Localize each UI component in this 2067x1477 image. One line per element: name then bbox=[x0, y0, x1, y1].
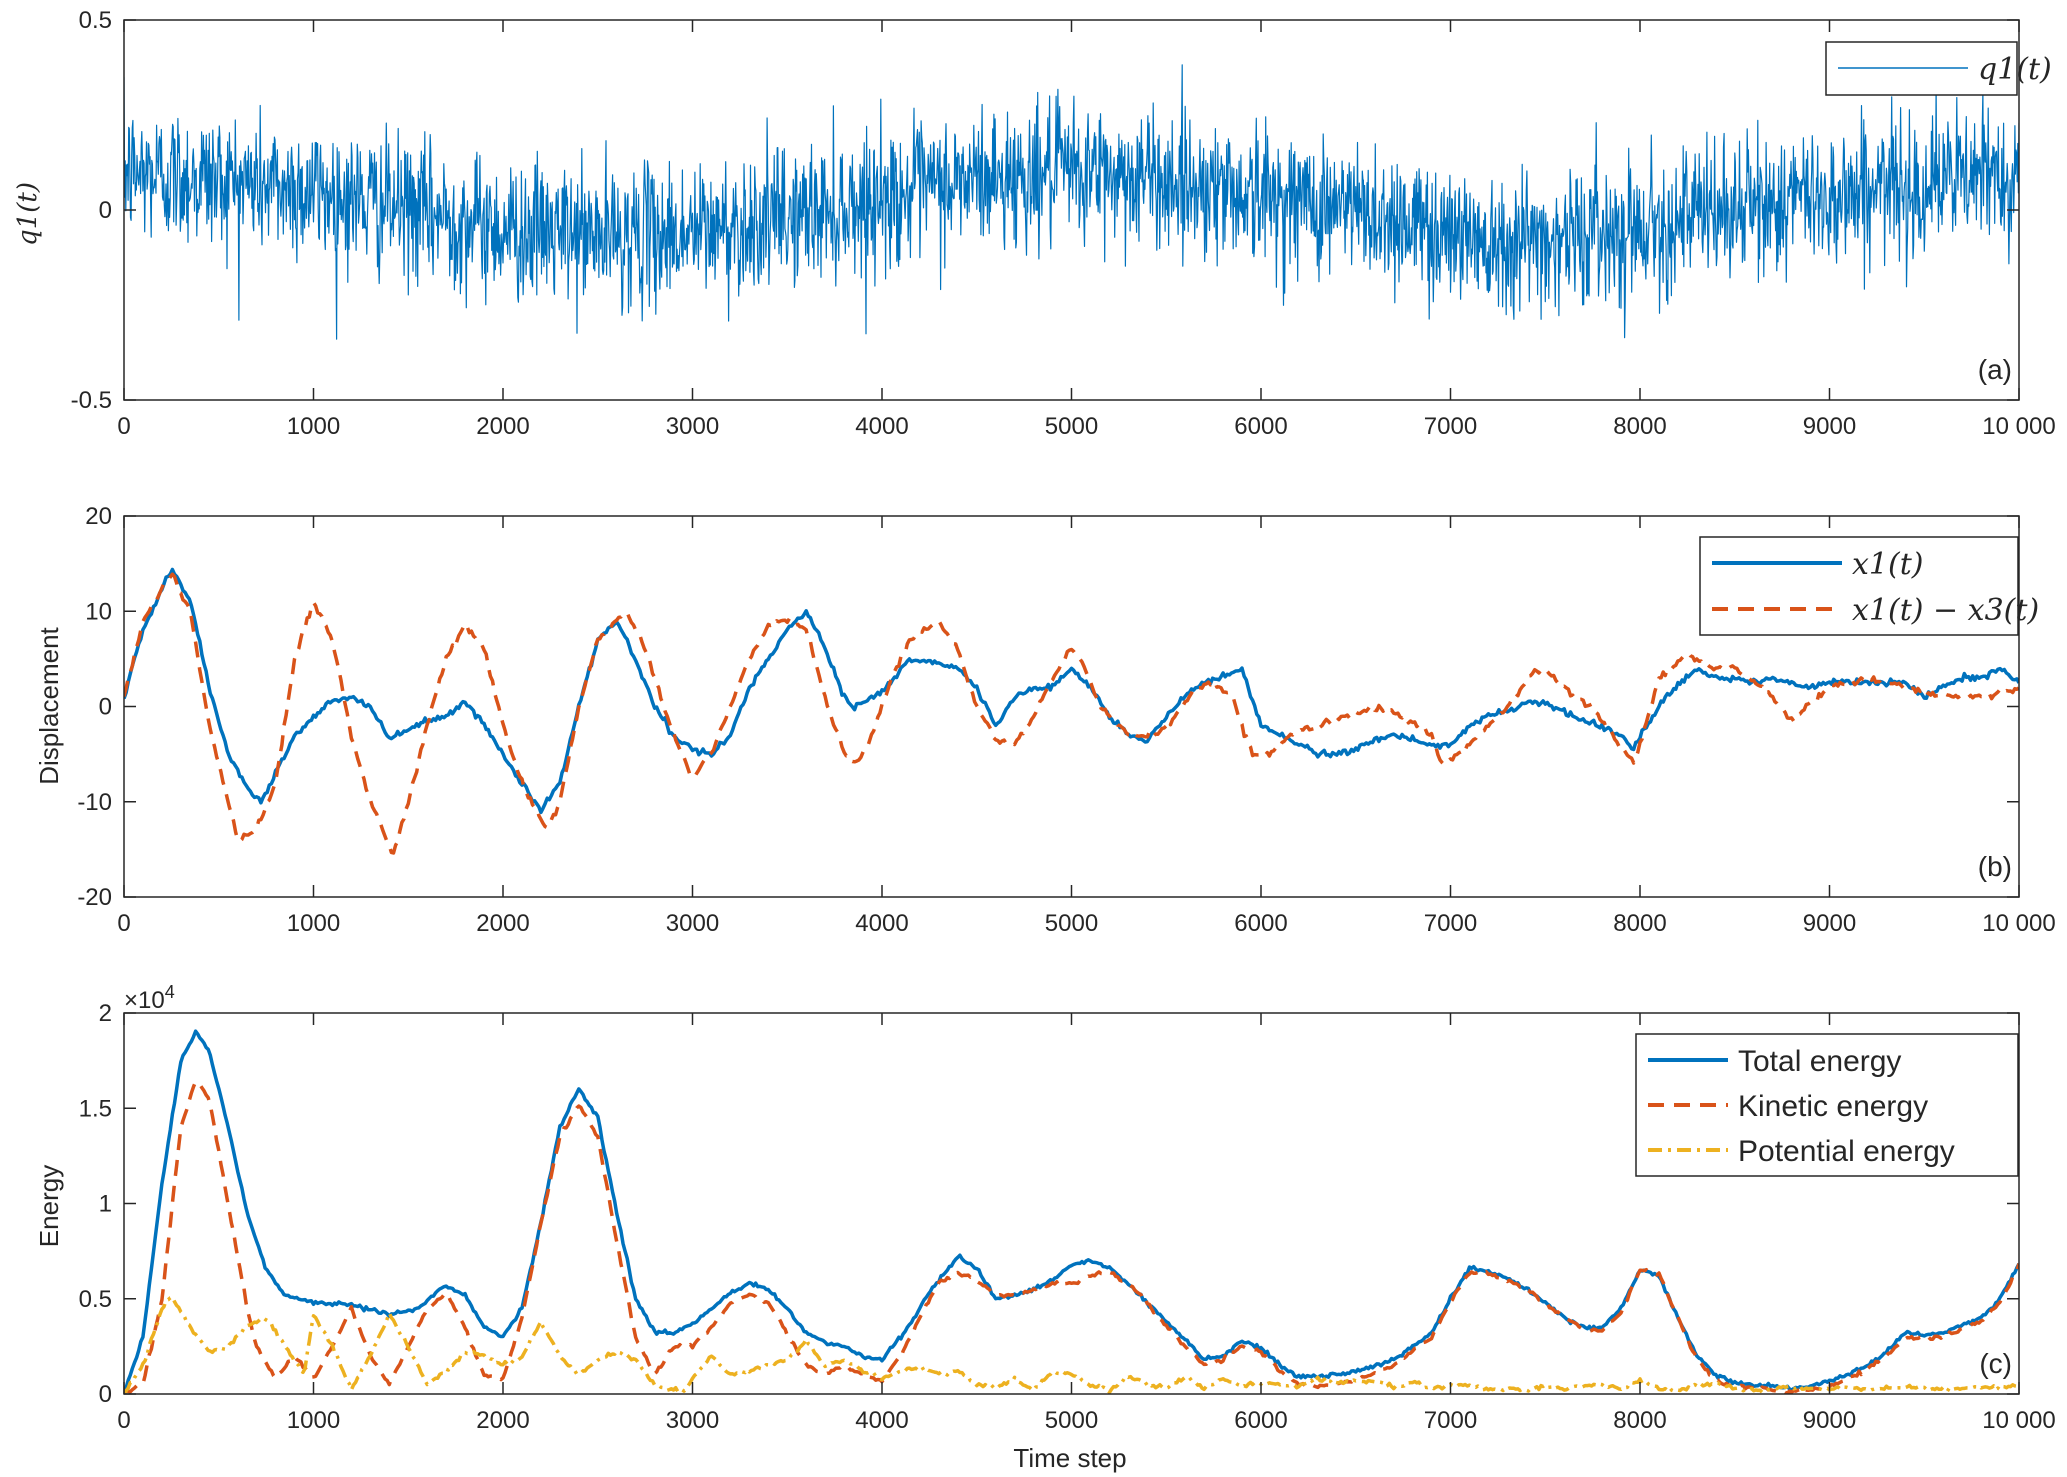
legend-b: x1(t) x1(t) − x3(t) bbox=[1699, 536, 2039, 636]
x-tick-label-a: 1000 bbox=[287, 413, 340, 440]
panel-c: 0 1000 2000 3000 4000 5000 6000 7000 8000 9000 10 … bbox=[34, 982, 2056, 1473]
x-tick-label-b: 9000 bbox=[1803, 910, 1856, 937]
legend-label-x1: x1(t) bbox=[1852, 547, 1923, 582]
y-tick-label-b: 0 bbox=[99, 694, 112, 721]
y-tick-label-c: 2 bbox=[99, 1000, 112, 1027]
panel-tag-c: (c) bbox=[1979, 1348, 2012, 1379]
series-line-c-1 bbox=[124, 1079, 2019, 1394]
series-group-a bbox=[124, 64, 2019, 340]
y-tick-label-c: 1 bbox=[99, 1191, 112, 1218]
y-tick-label-a: 0 bbox=[99, 197, 112, 224]
x-tick-label-c: 5000 bbox=[1045, 1407, 1098, 1434]
x-tick-label-a: 8000 bbox=[1613, 413, 1666, 440]
x-tick-label-a: 6000 bbox=[1234, 413, 1287, 440]
ylabel-c: Energy bbox=[34, 1165, 64, 1247]
panel-tag-a: (a) bbox=[1978, 354, 2012, 385]
ylabel-b: Displacement bbox=[34, 626, 64, 784]
x-tick-label-b: 1000 bbox=[287, 910, 340, 937]
x-tick-label-a: 9000 bbox=[1803, 413, 1856, 440]
legend-box-c bbox=[1635, 1033, 2019, 1177]
x-tick-label-a: 10 000 bbox=[1982, 413, 2055, 440]
x-tick-label-b: 2000 bbox=[476, 910, 529, 937]
y-tick-label-c: 1.5 bbox=[79, 1095, 112, 1122]
xlabel-c: Time step bbox=[1013, 1443, 1126, 1473]
series-line-b-0 bbox=[124, 567, 2019, 815]
x-tick-label-b: 3000 bbox=[666, 910, 719, 937]
x-tick-label-c: 4000 bbox=[855, 1407, 908, 1434]
x-tick-label-b: 4000 bbox=[855, 910, 908, 937]
x-tick-label-c: 8000 bbox=[1613, 1407, 1666, 1434]
legend-a: q1(t) bbox=[1825, 41, 2052, 96]
x-tick-label-a: 4000 bbox=[855, 413, 908, 440]
legend-label-kinetic: Kinetic energy bbox=[1738, 1090, 1928, 1123]
x-tick-label-c: 10 000 bbox=[1982, 1407, 2055, 1434]
legend-label-x1-minus-x3: x1(t) − x3(t) bbox=[1852, 593, 2039, 628]
x-tick-label-b: 6000 bbox=[1234, 910, 1287, 937]
x-tick-label-c: 1000 bbox=[287, 1407, 340, 1434]
y-tick-label-c: 0 bbox=[99, 1381, 112, 1408]
y-tick-label-b: 10 bbox=[85, 598, 112, 625]
legend-label-potential: Potential energy bbox=[1738, 1135, 1955, 1168]
x-tick-label-a: 7000 bbox=[1424, 413, 1477, 440]
x-tick-label-c: 0 bbox=[117, 1407, 130, 1434]
x-tick-label-b: 5000 bbox=[1045, 910, 1098, 937]
y-tick-label-b: 20 bbox=[85, 503, 112, 530]
x-tick-label-a: 5000 bbox=[1045, 413, 1098, 440]
plot-area-b: 0 1000 2000 3000 4000 5000 6000 7000 8000 9000 10 … bbox=[77, 503, 2055, 937]
series-line-b-1 bbox=[124, 572, 2019, 855]
legend-label-total: Total energy bbox=[1738, 1045, 1901, 1078]
x-tick-label-a: 3000 bbox=[666, 413, 719, 440]
y-tick-label-c: 0.5 bbox=[79, 1286, 112, 1313]
y-tick-label-a: -0.5 bbox=[71, 387, 112, 414]
x-tick-label-c: 7000 bbox=[1424, 1407, 1477, 1434]
series-line-c-2 bbox=[124, 1295, 2019, 1394]
x-tick-label-b: 7000 bbox=[1424, 910, 1477, 937]
y-tick-label-a: 0.5 bbox=[79, 7, 112, 34]
x-tick-label-b: 0 bbox=[117, 910, 130, 937]
x-tick-label-a: 2000 bbox=[476, 413, 529, 440]
plot-area-c: 0 1000 2000 3000 4000 5000 6000 7000 8000 9000 10 … bbox=[79, 1000, 2056, 1434]
y-tick-label-b: -20 bbox=[77, 884, 112, 911]
y-tick-label-b: -10 bbox=[77, 789, 112, 816]
plot-area-a: 0 1000 2000 3000 4000 5000 6000 7000 8000 9000 10 … bbox=[71, 7, 2056, 440]
series-line-c-0 bbox=[124, 1029, 2019, 1394]
x-tick-label-a: 0 bbox=[117, 413, 130, 440]
ylabel-a: q1(t) bbox=[13, 182, 43, 246]
series-group-b bbox=[124, 567, 2019, 855]
x-tick-label-c: 9000 bbox=[1803, 1407, 1856, 1434]
series-line-a-0 bbox=[124, 64, 2019, 340]
y-exponent-c: ×104 bbox=[124, 982, 175, 1014]
x-tick-label-c: 2000 bbox=[476, 1407, 529, 1434]
legend-box-b bbox=[1699, 536, 2019, 636]
legend-c: Total energy Kinetic energy Potential en… bbox=[1635, 1033, 2019, 1177]
x-tick-label-c: 3000 bbox=[666, 1407, 719, 1434]
panel-tag-b: (b) bbox=[1978, 851, 2012, 882]
x-tick-label-c: 6000 bbox=[1234, 1407, 1287, 1434]
legend-label-q1: q1(t) bbox=[1978, 52, 2052, 87]
panel-a: 0 1000 2000 3000 4000 5000 6000 7000 8000 9000 10 … bbox=[13, 7, 2056, 440]
x-tick-label-b: 8000 bbox=[1613, 910, 1666, 937]
series-group-c bbox=[124, 1029, 2019, 1394]
panel-b: 0 1000 2000 3000 4000 5000 6000 7000 8000 9000 10 … bbox=[34, 503, 2056, 937]
x-tick-label-b: 10 000 bbox=[1982, 910, 2055, 937]
